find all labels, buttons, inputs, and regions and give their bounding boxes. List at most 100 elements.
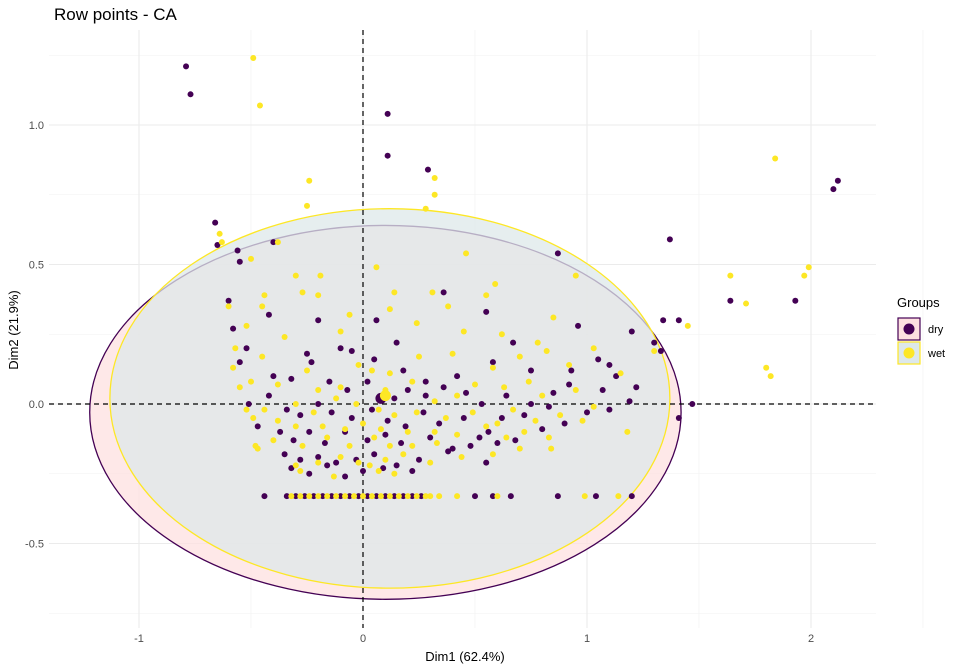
point-wet xyxy=(304,367,310,374)
point-dry xyxy=(550,389,557,396)
point-wet xyxy=(572,272,579,279)
point-dry xyxy=(503,392,510,399)
point-wet xyxy=(767,373,774,380)
point-dry xyxy=(436,420,443,427)
point-dry xyxy=(328,409,335,416)
point-dry xyxy=(364,493,371,500)
point-wet xyxy=(427,459,434,466)
point-dry xyxy=(265,392,272,399)
point-dry xyxy=(476,434,483,441)
x-tick-label: 2 xyxy=(808,633,814,645)
point-dry xyxy=(380,465,387,472)
point-dry xyxy=(393,462,400,469)
point-wet xyxy=(377,426,384,433)
point-wet xyxy=(427,493,434,500)
point-wet xyxy=(651,347,658,354)
point-wet xyxy=(315,459,322,466)
point-wet xyxy=(516,445,523,452)
point-dry xyxy=(346,493,353,500)
point-dry xyxy=(315,317,322,324)
point-dry xyxy=(404,387,411,394)
x-tick-label: 0 xyxy=(360,633,366,645)
point-dry xyxy=(301,493,308,500)
point-wet xyxy=(274,381,281,388)
point-wet xyxy=(581,493,588,500)
point-dry xyxy=(261,493,268,500)
point-wet xyxy=(256,102,263,109)
point-wet xyxy=(521,428,528,435)
point-wet xyxy=(483,292,490,299)
point-wet xyxy=(306,493,313,500)
legend-title: Groups xyxy=(897,295,940,310)
point-wet xyxy=(292,423,299,430)
point-dry xyxy=(364,378,371,385)
point-wet xyxy=(337,454,344,461)
point-dry xyxy=(599,387,606,394)
point-wet xyxy=(297,467,304,474)
point-wet xyxy=(270,437,277,444)
point-wet xyxy=(355,361,362,368)
point-dry xyxy=(348,347,355,354)
point-dry xyxy=(418,493,425,500)
point-dry xyxy=(454,373,461,380)
point-wet xyxy=(463,250,470,257)
point-dry xyxy=(606,406,613,413)
point-dry xyxy=(445,448,452,455)
point-wet xyxy=(454,493,461,500)
point-dry xyxy=(391,395,398,402)
point-wet xyxy=(409,442,416,449)
point-wet xyxy=(261,292,268,299)
point-wet xyxy=(386,306,393,313)
point-wet xyxy=(489,364,496,371)
point-dry xyxy=(666,236,673,243)
point-dry xyxy=(384,110,391,117)
point-wet xyxy=(368,493,375,500)
point-dry xyxy=(494,440,501,447)
point-wet xyxy=(472,381,478,388)
point-wet xyxy=(259,353,266,360)
point-dry xyxy=(391,493,398,500)
point-wet xyxy=(469,409,476,416)
point-wet xyxy=(550,314,557,321)
point-dry xyxy=(337,493,344,500)
point-wet xyxy=(292,462,299,469)
point-dry xyxy=(371,356,378,363)
point-wet xyxy=(501,384,508,391)
point-dry xyxy=(792,297,799,304)
point-dry xyxy=(561,420,568,427)
point-wet xyxy=(333,395,340,402)
point-dry xyxy=(727,297,734,304)
point-dry xyxy=(478,401,485,407)
x-tick-label: 1 xyxy=(584,633,590,645)
point-wet xyxy=(454,392,461,399)
point-dry xyxy=(315,401,322,407)
point-wet xyxy=(366,462,373,469)
point-dry xyxy=(292,493,299,500)
point-dry xyxy=(315,454,322,461)
point-dry xyxy=(521,412,528,419)
point-dry xyxy=(270,239,277,246)
point-wet xyxy=(494,420,501,427)
point-wet xyxy=(422,205,429,212)
point-dry xyxy=(297,412,304,419)
point-wet xyxy=(351,493,358,500)
point-dry xyxy=(440,289,447,296)
point-wet xyxy=(386,493,393,500)
y-tick-label: 1.0 xyxy=(29,120,44,132)
point-dry xyxy=(830,186,837,193)
point-dry xyxy=(467,442,474,449)
point-dry xyxy=(554,493,561,500)
point-dry xyxy=(498,414,505,421)
point-wet xyxy=(458,454,465,461)
point-wet xyxy=(218,239,225,246)
point-dry xyxy=(472,493,478,500)
legend-label-wet: wet xyxy=(927,348,945,360)
point-wet xyxy=(230,364,237,371)
point-dry xyxy=(373,493,380,500)
point-wet xyxy=(382,456,389,463)
point-dry xyxy=(348,414,355,421)
point-dry xyxy=(592,493,599,500)
point-dry xyxy=(308,359,315,366)
point-dry xyxy=(277,428,284,435)
point-dry xyxy=(368,406,375,413)
